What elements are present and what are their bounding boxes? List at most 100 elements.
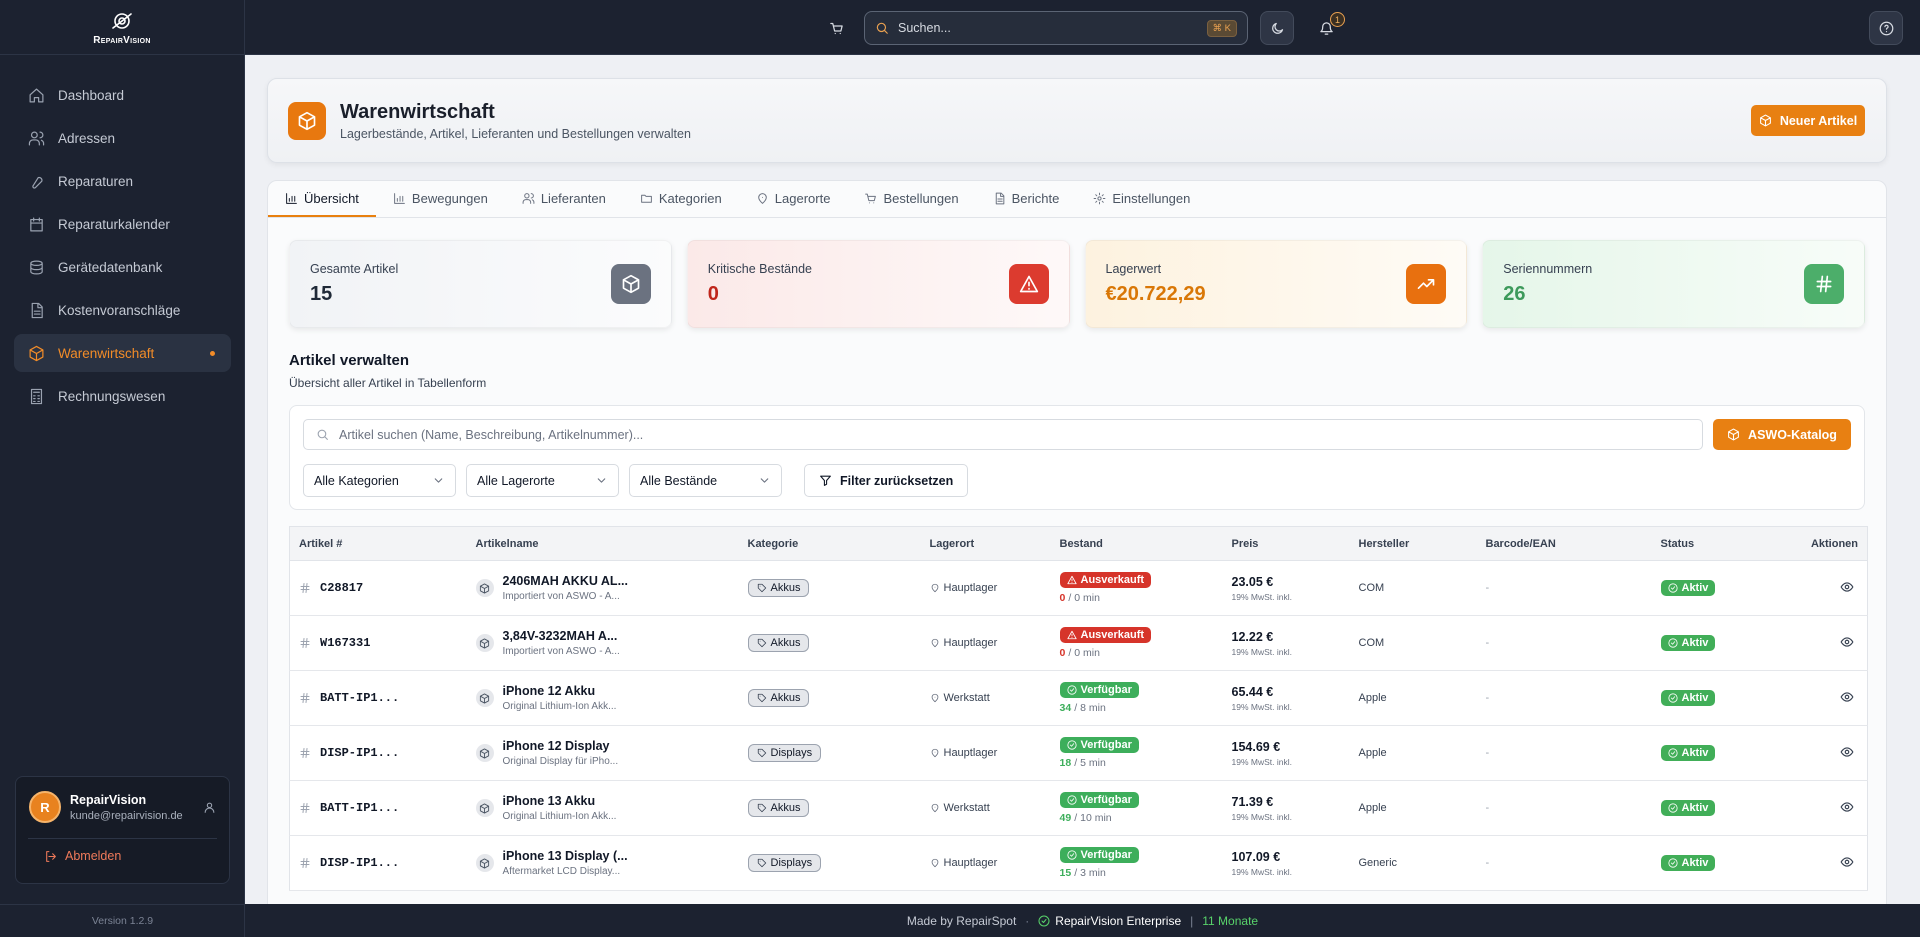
- stat-card: Gesamte Artikel 15: [289, 240, 672, 328]
- sku-cell: W167331: [289, 615, 467, 671]
- price-cell: 12.22 € 19% MwSt. inkl.: [1222, 615, 1350, 671]
- logo-icon: [112, 12, 132, 29]
- new-article-button[interactable]: Neuer Artikel: [1751, 105, 1865, 136]
- view-button[interactable]: [1840, 800, 1854, 814]
- name-cell: iPhone 13 Display (... Aftermarket LCD Di…: [466, 835, 739, 891]
- user-settings[interactable]: [203, 801, 216, 819]
- article-row: C28817 2406MAH AKKU AL... Importiert von A…: [289, 560, 1868, 616]
- icon: [1840, 691, 1854, 702]
- manufacturer: Apple: [1349, 670, 1477, 726]
- name-block: iPhone 13 Display (... Aftermarket LCD Di…: [503, 849, 628, 877]
- nav-icon: [31, 302, 43, 318]
- icon: [1066, 630, 1077, 640]
- stock-cell: Ausverkauft 0/0 min: [1050, 560, 1223, 616]
- sku-cell: DISP-IP1...: [289, 725, 467, 781]
- barcode: -: [1476, 725, 1652, 781]
- barcode: -: [1476, 835, 1652, 891]
- view-button[interactable]: [1840, 745, 1854, 759]
- location: Hauptlager: [943, 857, 998, 869]
- tab[interactable]: Kategorien: [640, 181, 739, 217]
- icon: [1728, 428, 1739, 441]
- select[interactable]: Alle Kategorien: [303, 464, 456, 497]
- tab[interactable]: Bestellungen: [864, 181, 975, 217]
- icon: [1840, 636, 1854, 647]
- nav-item[interactable]: Gerätedatenbank: [14, 248, 231, 286]
- stock-cell: Verfügbar 18/5 min: [1050, 725, 1223, 781]
- nav-item[interactable]: Reparaturkalender: [14, 205, 231, 243]
- price-cell: 107.09 € 19% MwSt. inkl.: [1222, 835, 1350, 891]
- view-button[interactable]: [1840, 635, 1854, 649]
- tab[interactable]: Berichte: [993, 181, 1077, 217]
- icon: [757, 638, 766, 648]
- stock-separator: /: [1068, 647, 1072, 659]
- nav-item[interactable]: Warenwirtschaft: [14, 334, 231, 372]
- manufacturer: COM: [1349, 615, 1477, 671]
- help-button[interactable]: [1869, 11, 1903, 45]
- tab-icon: [522, 192, 535, 204]
- logout-button[interactable]: Abmelden: [44, 849, 121, 863]
- stat-label: Seriennummern: [1503, 262, 1593, 276]
- catalog-button[interactable]: ASWO-Katalog: [1713, 419, 1851, 450]
- icon: [317, 429, 328, 440]
- status: Aktiv: [1681, 692, 1709, 704]
- cart-button[interactable]: [819, 11, 853, 45]
- category-cell: Akkus: [738, 670, 921, 726]
- nav-item[interactable]: Adressen: [14, 119, 231, 157]
- cell: C28817: [299, 581, 458, 595]
- stat-value: 0: [707, 283, 719, 305]
- icon: [931, 803, 938, 813]
- page-header: Warenwirtschaft Lagerbestände, Artikel, L…: [267, 78, 1887, 163]
- icon: [931, 693, 938, 703]
- article-row: BATT-IP1... iPhone 12 Akku Original Lithiu…: [289, 670, 1868, 726]
- button-label: Neuer Artikel: [1779, 113, 1858, 128]
- article-description: Importiert von ASWO - A...: [502, 646, 620, 657]
- status-badge: Aktiv: [1660, 690, 1716, 706]
- tab[interactable]: Einstellungen: [1093, 181, 1207, 217]
- actions-cell: [1769, 725, 1868, 781]
- reset-button[interactable]: Filter zurücksetzen: [804, 464, 969, 497]
- tab[interactable]: Lagerorte: [756, 181, 848, 217]
- icon: [300, 748, 310, 758]
- manufacturer: Generic: [1349, 835, 1477, 891]
- nav-item[interactable]: Reparaturen: [14, 162, 231, 200]
- icon: [1066, 685, 1077, 695]
- min-stock: 3 min: [1080, 867, 1106, 879]
- nav-item[interactable]: Rechnungswesen: [14, 377, 231, 415]
- icon: [479, 857, 490, 869]
- tab[interactable]: Bewegungen: [393, 181, 505, 217]
- tab-label: Lieferanten: [540, 190, 606, 206]
- view-button[interactable]: [1840, 690, 1854, 704]
- column-header: Status: [1651, 526, 1770, 561]
- tab[interactable]: Übersicht: [268, 181, 376, 217]
- barcode: -: [1476, 615, 1652, 671]
- cell: iPhone 13 Display (... Aftermarket LCD Di…: [475, 849, 730, 877]
- notifications[interactable]: 1: [1309, 11, 1345, 45]
- view-button[interactable]: [1840, 855, 1854, 869]
- view-button[interactable]: [1840, 580, 1854, 594]
- status-badge: Aktiv: [1660, 635, 1716, 651]
- filter-selects: Alle Kategorien Alle Lagerorte Alle Bestän…: [303, 464, 1851, 497]
- nav-label: Kostenvoranschläge: [58, 302, 181, 318]
- select[interactable]: Alle Bestände: [629, 464, 782, 497]
- nav-item[interactable]: Kostenvoranschläge: [14, 291, 231, 329]
- status-badge: Aktiv: [1660, 855, 1716, 871]
- location: Hauptlager: [943, 582, 998, 594]
- tab-icon: [641, 194, 652, 203]
- select[interactable]: Alle Lagerorte: [466, 464, 619, 497]
- separator: |: [1190, 913, 1194, 928]
- manufacturer: Apple: [1349, 780, 1477, 836]
- article-search[interactable]: Artikel suchen (Name, Beschreibung, Arti…: [303, 419, 1703, 450]
- header-text: Warenwirtschaft Lagerbestände, Artikel, L…: [340, 101, 691, 141]
- theme-toggle[interactable]: [1260, 11, 1294, 45]
- edition: RepairVision Enterprise: [1038, 914, 1181, 928]
- filter-row: Artikel suchen (Name, Beschreibung, Arti…: [303, 419, 1851, 450]
- stat-icon: [610, 264, 651, 304]
- status-cell: Aktiv: [1651, 835, 1770, 891]
- tab[interactable]: Lieferanten: [522, 181, 623, 217]
- section-title: Artikel verwalten: [289, 352, 410, 369]
- global-search[interactable]: Suchen... ⌘ K: [864, 11, 1248, 45]
- icon: [1759, 114, 1771, 127]
- actions-cell: [1769, 670, 1868, 726]
- tab-label: Lagerorte: [774, 190, 831, 206]
- nav-item[interactable]: Dashboard: [14, 76, 231, 114]
